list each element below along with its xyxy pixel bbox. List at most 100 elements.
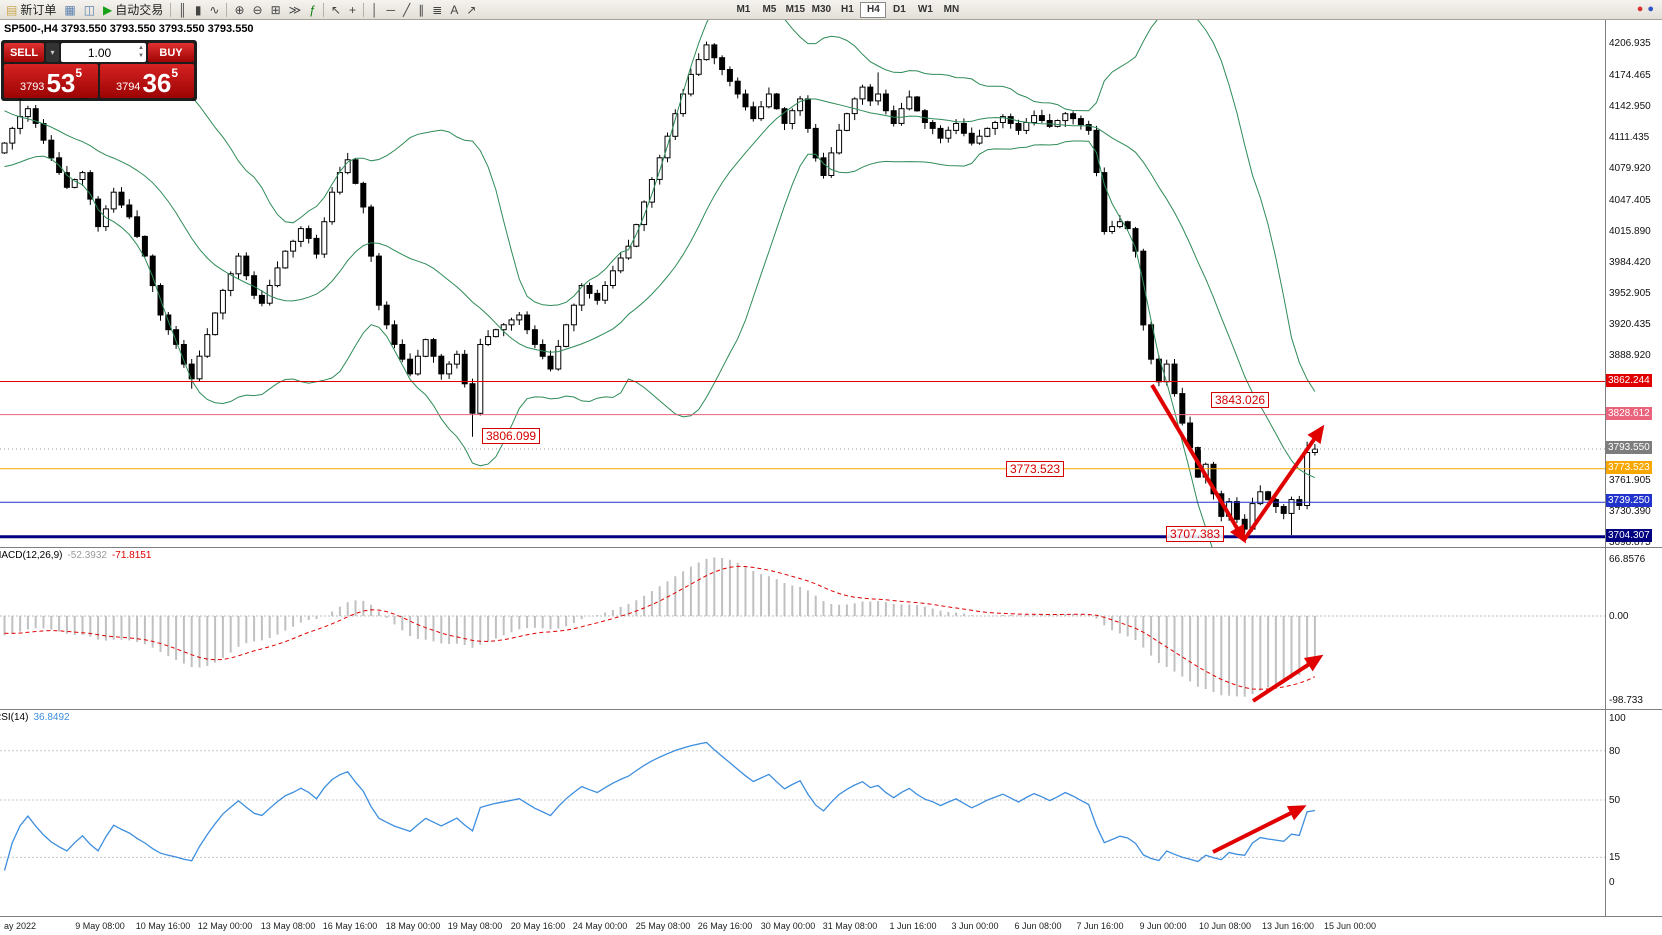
sell-price-button[interactable]: 3793 53 5: [4, 64, 98, 98]
time-axis-label: 6 Jun 08:00: [1014, 921, 1062, 931]
candlestick-chart-icon[interactable]: ▮: [191, 1, 206, 19]
buy-price-big: 36: [142, 68, 172, 98]
rsi-axis-label: 50: [1609, 795, 1621, 806]
autotrading-button-label: 自动交易: [115, 3, 164, 17]
price-axis-label: 3920.435: [1609, 319, 1651, 330]
time-axis-label: 9 May 08:00: [75, 921, 125, 931]
trend-arrow[interactable]: [1251, 654, 1324, 703]
price-level-chip: 3828.612: [1606, 407, 1652, 420]
time-axis-label: 10 May 16:00: [135, 921, 191, 931]
timeframe-m1[interactable]: M1: [736, 3, 751, 15]
arrow-tool-icon[interactable]: ↗: [462, 1, 480, 19]
autotrading-glyph: ▶: [103, 2, 113, 17]
price-axis-divider: [1605, 20, 1606, 917]
rsi-timeaxis-divider: [0, 916, 1662, 917]
sell-button[interactable]: SELL: [4, 43, 44, 62]
zoom-in-icon[interactable]: ⊕: [230, 1, 248, 19]
indicators-icon[interactable]: ƒ: [305, 1, 320, 19]
timeframe-m15[interactable]: M15: [785, 3, 806, 15]
price-level-chip: 3704.307: [1606, 529, 1652, 542]
lot-decrease-icon[interactable]: ▼: [138, 53, 144, 59]
fibonacci-icon[interactable]: ≣: [428, 1, 446, 19]
navigator-icon[interactable]: ◫: [80, 1, 99, 19]
main-macd-divider[interactable]: [0, 547, 1662, 548]
market-watch-icon[interactable]: ▦: [60, 1, 79, 19]
toolbar: ▤ 新订单 ▦ ◫ ▶ 自动交易 ║ ▮ ∿ ⊕ ⊖ ⊞ ≫ ƒ ↖ + │ ─ ╱ ∥ ≣ A ↗ M1 M5 M15 M30 H…: [0, 0, 1662, 20]
timeframe-m5[interactable]: M5: [762, 3, 777, 15]
toolbar-left-group: ▤ 新订单 ▦ ◫ ▶ 自动交易 ║ ▮ ∿ ⊕ ⊖ ⊞ ≫ ƒ ↖ + │ ─ ╱ ∥ ≣ A ↗: [2, 0, 480, 19]
macd-rsi-divider[interactable]: [0, 709, 1662, 710]
time-axis-label: 9 Jun 00:00: [1139, 921, 1187, 931]
auto-scroll-icon[interactable]: ≫: [285, 1, 306, 19]
lot-size-field: ▲ ▼: [61, 43, 146, 62]
time-axis-label: 30 May 00:00: [760, 921, 816, 931]
horizontal-line-icon[interactable]: ─: [383, 1, 400, 19]
trend-arrow[interactable]: [1212, 805, 1307, 854]
rsi-axis-label: 15: [1609, 852, 1621, 863]
price-axis-label: 3761.905: [1609, 475, 1651, 486]
time-axis[interactable]: ay 2022 9 May 08:00 10 May 16:00 12 May 00:…: [0, 917, 1662, 935]
tile-windows-icon[interactable]: ⊞: [267, 1, 285, 19]
macd-indicator-label: MACD(12,26,9) -52.3932 -71.8151: [0, 550, 156, 561]
zoom-out-icon-glyph: ⊖: [252, 2, 263, 17]
vertical-line-icon[interactable]: │: [367, 1, 383, 19]
crosshair-icon[interactable]: +: [345, 1, 360, 19]
cursor-icon[interactable]: ↖: [327, 1, 345, 19]
price-axis-label: 3984.420: [1609, 257, 1651, 268]
bars-chart-icon[interactable]: ║: [174, 1, 191, 19]
time-axis-label: 20 May 16:00: [510, 921, 566, 931]
alert-red-icon[interactable]: ●: [1636, 3, 1644, 15]
line-chart-icon[interactable]: ∿: [205, 1, 223, 19]
horizontal-line-icon-glyph: ─: [386, 2, 396, 17]
vertical-line-icon-glyph: │: [371, 2, 379, 17]
lot-size-input[interactable]: [61, 43, 146, 62]
timeframe-h4[interactable]: H4: [860, 1, 887, 18]
channel-icon[interactable]: ∥: [414, 1, 428, 19]
cursor-icon-glyph: ↖: [330, 2, 341, 17]
line-chart-icon-glyph: ∿: [209, 2, 220, 17]
trend-arrow[interactable]: [1150, 383, 1247, 544]
timeframe-h1[interactable]: H1: [840, 3, 854, 15]
text-icon-glyph: A: [450, 2, 459, 17]
time-axis-label: 31 May 08:00: [822, 921, 878, 931]
current-price-chip: 3793.550: [1606, 441, 1652, 454]
crosshair-icon-glyph: +: [348, 2, 356, 17]
order-type-caret-icon[interactable]: ▾: [46, 43, 59, 62]
timeframe-group: M1 M5 M15 M30 H1 H4 D1 W1 MN: [730, 1, 964, 18]
lot-stepper: ▲ ▼: [138, 44, 144, 60]
macd-name: MACD(12,26,9): [0, 550, 63, 561]
buy-price-prefix: 3794: [115, 81, 141, 93]
buy-price-button[interactable]: 3794 36 5: [100, 64, 194, 98]
trend-arrow[interactable]: [1242, 424, 1325, 542]
trendline-icon-glyph: ╱: [403, 2, 411, 17]
macd-signal-line: [4, 565, 1316, 690]
new-order-button[interactable]: ▤ 新订单: [2, 1, 60, 19]
bollinger-upper-band: [4, 20, 1316, 392]
candlestick-chart-icon-glyph: ▮: [194, 2, 202, 17]
buy-button[interactable]: BUY: [148, 43, 194, 62]
timeframe-w1[interactable]: W1: [917, 3, 933, 15]
text-icon[interactable]: A: [446, 1, 462, 19]
macd-signal-value: -71.8151: [111, 550, 152, 561]
time-axis-label: 24 May 00:00: [572, 921, 628, 931]
lot-increase-icon[interactable]: ▲: [138, 45, 144, 51]
timeframe-d1[interactable]: D1: [892, 3, 906, 15]
tile-windows-icon-glyph: ⊞: [270, 2, 281, 17]
macd-axis-label: 0.00: [1609, 611, 1629, 622]
price-axis[interactable]: 4206.935 4174.465 4142.950 4111.435 4079.920…: [1606, 20, 1662, 917]
rsi-line: [3, 741, 1316, 871]
time-axis-label: 25 May 08:00: [635, 921, 691, 931]
rsi-indicator-label: RSI(14) 36.8492: [0, 712, 75, 723]
trendline-icon[interactable]: ╱: [399, 1, 414, 19]
zoom-out-icon[interactable]: ⊖: [249, 1, 267, 19]
bollinger-middle-band: [4, 98, 1316, 479]
autotrading-button[interactable]: ▶ 自动交易: [99, 1, 167, 19]
alert-blue-icon[interactable]: ●: [1647, 3, 1654, 15]
timeframe-mn[interactable]: MN: [943, 3, 960, 15]
zoom-in-icon-glyph: ⊕: [234, 2, 245, 17]
macd-axis-label: 66.8576: [1609, 554, 1646, 565]
time-axis-label: 13 May 08:00: [260, 921, 316, 931]
timeframe-m30[interactable]: M30: [811, 3, 832, 15]
